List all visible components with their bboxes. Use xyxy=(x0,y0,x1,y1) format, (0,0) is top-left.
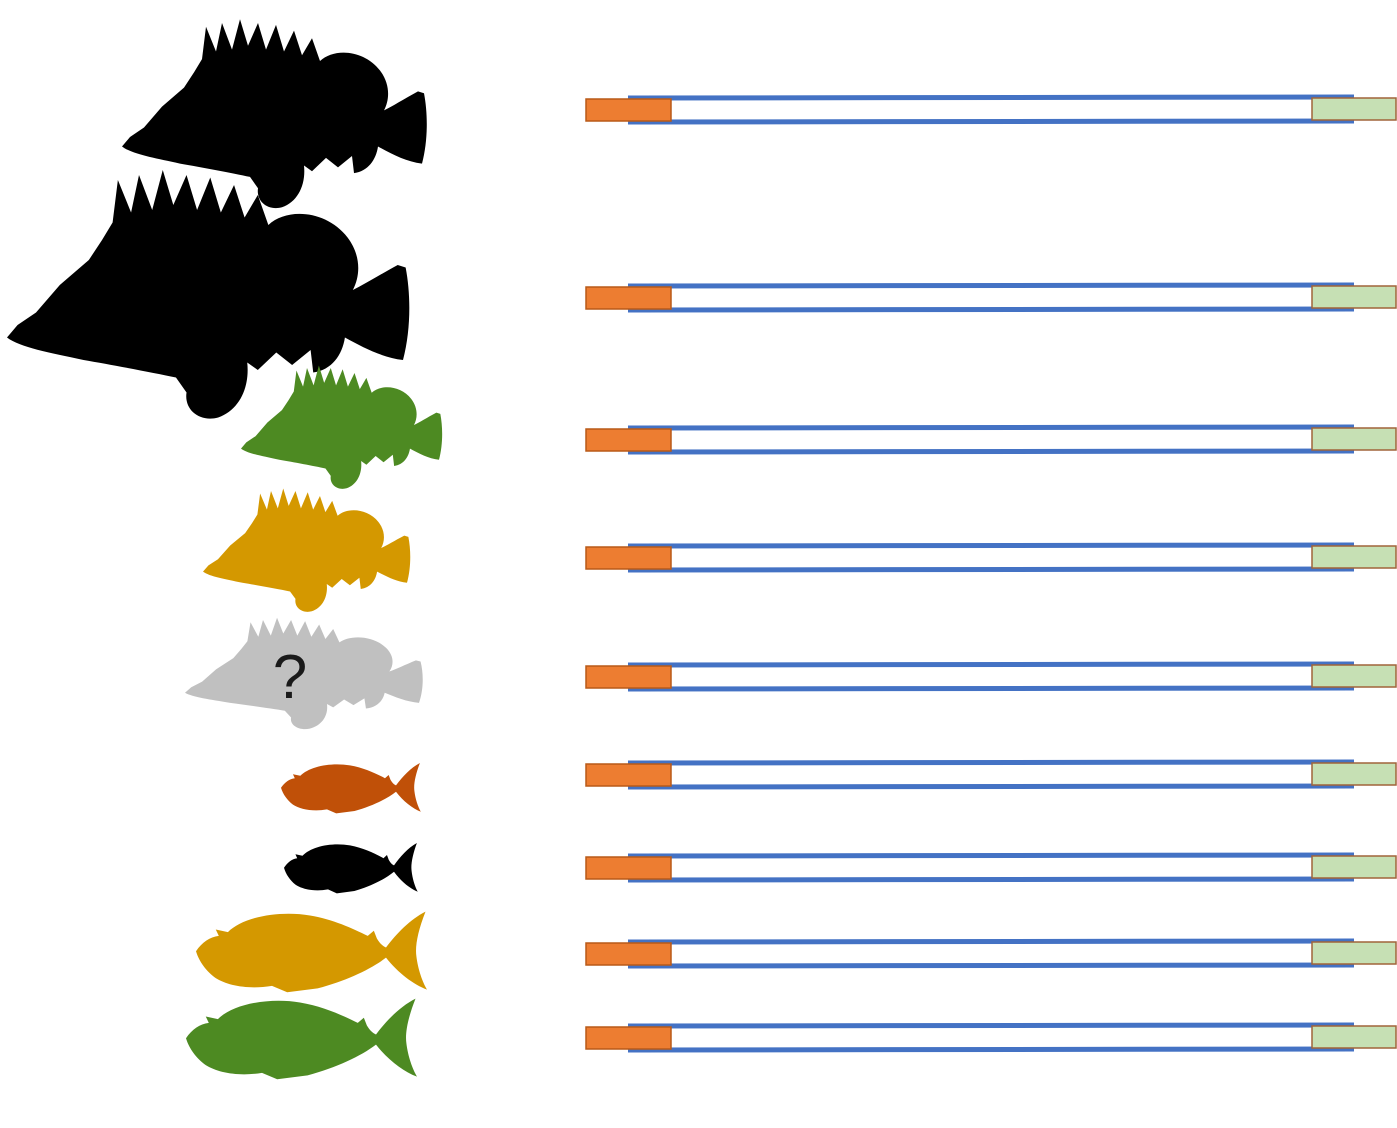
bar-row-7 xyxy=(585,852,1397,883)
fish-silhouette-4 xyxy=(203,488,411,612)
bar-row-4 xyxy=(585,542,1397,573)
bar-top-line xyxy=(627,282,1355,289)
bar-top-line xyxy=(627,938,1355,945)
fish-column: ? xyxy=(6,19,443,1080)
bar-row-5 xyxy=(585,661,1397,692)
bar-bottom-line xyxy=(627,566,1355,573)
bar-top-line xyxy=(627,424,1355,431)
bar-bottom-line xyxy=(627,876,1355,883)
left-orange-block xyxy=(585,428,672,452)
left-orange-block xyxy=(585,546,672,570)
left-orange-block xyxy=(585,856,672,880)
right-green-block xyxy=(1311,941,1397,965)
fish-silhouette-2 xyxy=(6,170,410,419)
bar-bottom-line xyxy=(627,685,1355,692)
bar-row-2 xyxy=(585,282,1397,313)
left-orange-block xyxy=(585,942,672,966)
bar-row-6 xyxy=(585,759,1397,790)
fish-silhouette-6 xyxy=(281,763,421,814)
bar-row-3 xyxy=(585,424,1397,455)
left-orange-block xyxy=(585,98,672,122)
fish-silhouette-9 xyxy=(186,998,418,1080)
bar-top-line xyxy=(627,852,1355,859)
bar-bottom-line xyxy=(627,118,1355,125)
bar-row-1 xyxy=(585,94,1397,125)
fish-silhouette-3 xyxy=(241,365,443,489)
right-green-block xyxy=(1311,97,1397,121)
bar-bottom-line xyxy=(627,783,1355,790)
fish-silhouette-8 xyxy=(196,911,428,993)
right-green-block xyxy=(1311,545,1397,569)
right-green-block xyxy=(1311,285,1397,309)
bar-top-line xyxy=(627,759,1355,766)
right-green-block xyxy=(1311,427,1397,451)
bar-top-line xyxy=(627,661,1355,668)
row-diagrams xyxy=(585,94,1397,1053)
bar-bottom-line xyxy=(627,448,1355,455)
bar-bottom-line xyxy=(627,306,1355,313)
bar-row-9 xyxy=(585,1022,1397,1053)
bar-bottom-line xyxy=(627,1046,1355,1053)
right-green-block xyxy=(1311,762,1397,786)
bar-bottom-line xyxy=(627,962,1355,969)
left-orange-block xyxy=(585,1026,672,1050)
unknown-species-label: ? xyxy=(273,643,307,712)
right-green-block xyxy=(1311,1025,1397,1049)
bar-top-line xyxy=(627,542,1355,549)
right-green-block xyxy=(1311,664,1397,688)
fish-silhouette-1 xyxy=(122,19,427,209)
bar-row-8 xyxy=(585,938,1397,969)
left-orange-block xyxy=(585,763,672,787)
bar-top-line xyxy=(627,94,1355,101)
right-green-block xyxy=(1311,855,1397,879)
left-orange-block xyxy=(585,665,672,689)
bar-top-line xyxy=(627,1022,1355,1029)
left-orange-block xyxy=(585,286,672,310)
fish-silhouette-7 xyxy=(284,843,418,894)
